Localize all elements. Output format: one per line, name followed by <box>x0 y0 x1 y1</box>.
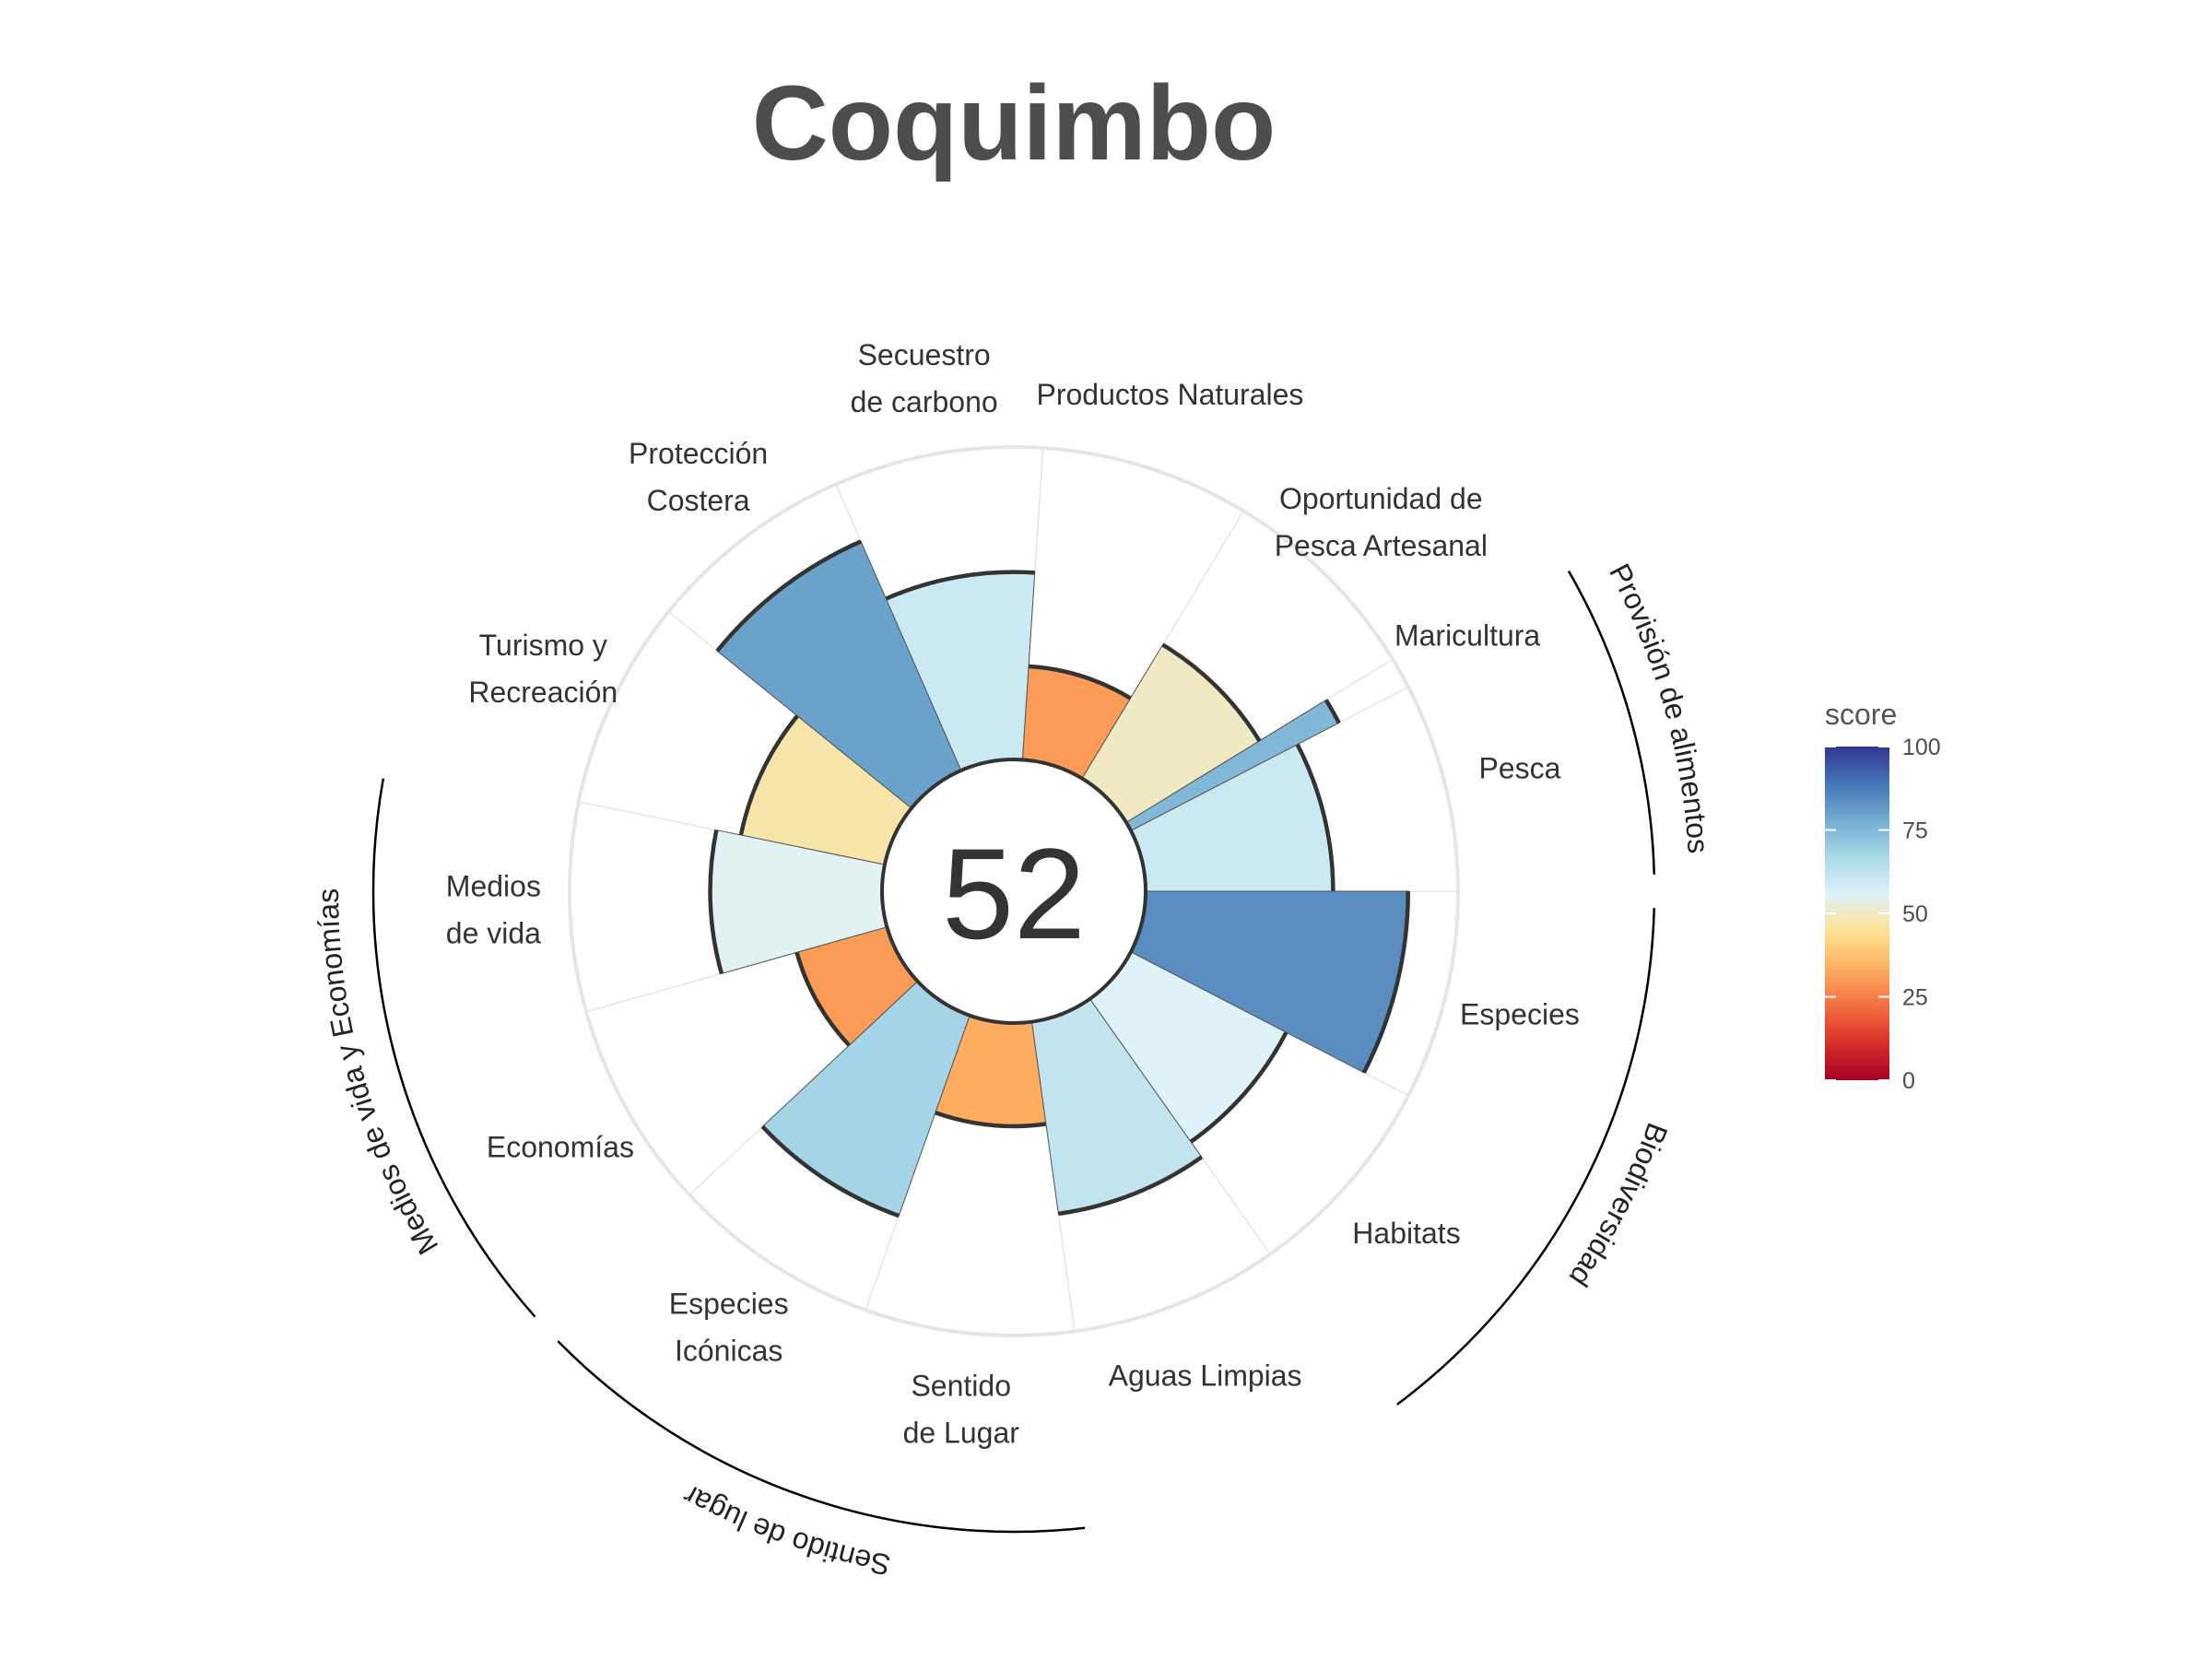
goal-label-proteccion: Costera <box>647 484 750 517</box>
petal-outline-proteccion <box>715 539 862 653</box>
goal-label-pesca: Pesca <box>1478 751 1560 784</box>
goal-label-secuestro: de carbono <box>851 385 998 418</box>
goal-label-iconicas: Especies <box>669 1287 789 1320</box>
petal-outline-pesca <box>1295 743 1335 892</box>
group-arc-1 <box>1396 908 1656 1406</box>
legend-tick-label: 25 <box>1902 985 1928 1011</box>
goal-label-medios: Medios <box>446 870 541 903</box>
goal-label-habitats: Habitats <box>1352 1217 1460 1250</box>
goal-label-iconicas: Icónicas <box>675 1334 782 1367</box>
group-label-3: Medios de vida y Economías <box>312 888 445 1261</box>
goal-label-oportunidad: Oportunidad de <box>1279 482 1483 515</box>
color-legend: score 0 25 50 75 100 <box>1825 698 1941 1094</box>
goal-label-sentido: de Lugar <box>903 1417 1020 1450</box>
group-label-text: Sentido de lugar <box>677 1478 893 1582</box>
petal-outline-sentido <box>935 1111 1047 1129</box>
goal-label-secuestro: Secuestro <box>858 338 991 371</box>
goal-label-economias: Economías <box>487 1131 634 1164</box>
petal-outline-oportunidad <box>1161 642 1262 742</box>
group-label-1: Biodiversidad <box>1563 1119 1675 1293</box>
petal-outline-maricultura <box>1324 699 1341 724</box>
goal-label-proteccion: Protección <box>629 437 768 470</box>
group-arc-2 <box>557 1340 1086 1534</box>
petal-outline-medios <box>708 830 724 974</box>
group-label-text: Provisión de alimentos <box>1603 559 1715 854</box>
petal-outline-habitats <box>1189 1031 1288 1144</box>
group-label-text: Medios de vida y Economías <box>312 888 445 1261</box>
group-label-text: Biodiversidad <box>1563 1119 1675 1293</box>
center-score: 52 <box>942 821 1086 966</box>
center-disc <box>880 758 1147 1025</box>
goal-label-sentido: Sentido <box>911 1370 1011 1403</box>
legend-title: score <box>1825 698 1897 731</box>
goal-labels: Pesca Maricultura Oportunidad de Pesca Arte… <box>446 338 1580 1450</box>
petal-outline-economias <box>794 951 852 1047</box>
petal-outline-secuestro <box>885 570 1035 601</box>
center-circle: 52 <box>880 758 1147 1025</box>
group-label-0: Provisión de alimentos <box>1603 559 1715 854</box>
goal-label-turismo: Recreación <box>468 676 618 709</box>
legend-tick-label: 75 <box>1902 818 1928 844</box>
goal-label-productos: Productos Naturales <box>1036 378 1303 411</box>
goal-label-medios: de vida <box>446 917 541 950</box>
legend-tick-label: 0 <box>1902 1068 1915 1094</box>
petal-outline-aguas <box>1058 1155 1204 1217</box>
goal-label-especies: Especies <box>1460 998 1580 1031</box>
goal-label-aguas: Aguas Limpias <box>1109 1359 1302 1392</box>
petals <box>708 539 1411 1218</box>
petal-outline-turismo <box>738 714 799 836</box>
legend-tick-label: 100 <box>1902 735 1941 760</box>
petal-outline-iconicas <box>760 1124 900 1218</box>
chart-title: Coquimbo <box>752 65 1277 182</box>
group-arc-0 <box>1567 571 1656 875</box>
goal-label-maricultura: Maricultura <box>1394 618 1540 652</box>
goal-label-oportunidad: Pesca Artesanal <box>1275 529 1488 562</box>
petal-outline-productos <box>1028 664 1132 700</box>
group-arc-3 <box>371 778 536 1318</box>
petal-outline-especies <box>1361 890 1411 1074</box>
goal-label-turismo: Turismo y <box>479 629 607 662</box>
group-label-2: Sentido de lugar <box>677 1478 893 1582</box>
legend-tick-label: 50 <box>1902 901 1928 927</box>
